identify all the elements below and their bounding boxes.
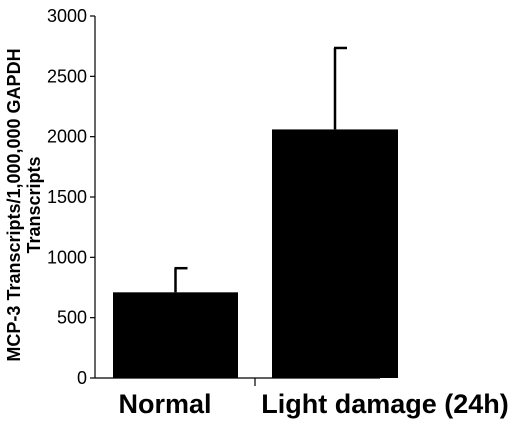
plot-area: 0 500 1000 1500 2000 2500 3000 Normal Light dama…: [47, 6, 509, 419]
y-tick-label: 1000: [47, 247, 87, 267]
y-axis-title-line-1: MCP-3 Transcripts/1,000,000 GAPDH: [4, 48, 24, 361]
y-tick-label: 2500: [47, 66, 87, 86]
y-tick-label: 1500: [47, 187, 87, 207]
bar: [272, 129, 398, 378]
y-tick-label: 3000: [47, 6, 87, 26]
bar: [113, 292, 238, 378]
y-tick-label: 2000: [47, 127, 87, 147]
category-label: Normal: [118, 389, 211, 419]
y-axis-title: MCP-3 Transcripts/1,000,000 GAPDH Transc…: [4, 48, 44, 361]
category-label: Light damage (24h): [261, 389, 509, 419]
y-axis-title-line-2: Transcripts: [24, 156, 44, 253]
y-tick-label: 0: [77, 368, 87, 388]
y-tick-label: 500: [57, 308, 87, 328]
